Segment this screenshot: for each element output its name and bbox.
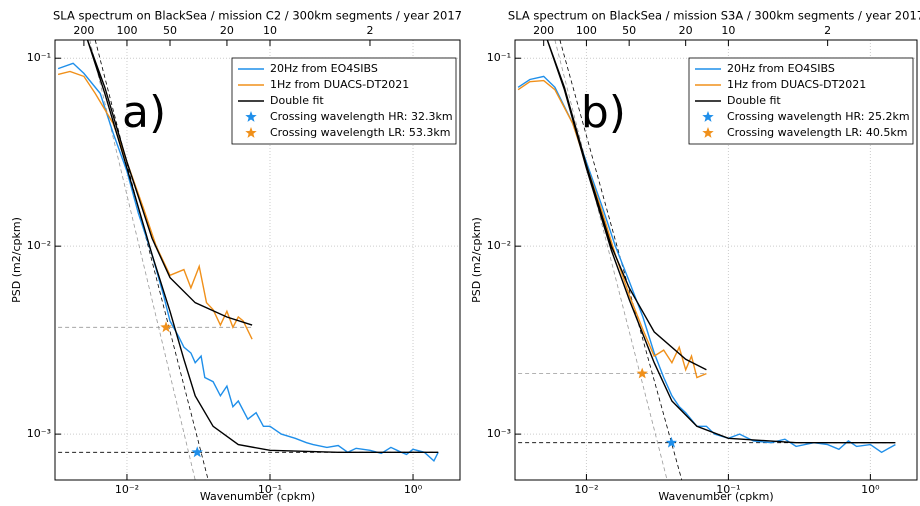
x-axis-label: Wavenumber (cpkm) bbox=[658, 490, 773, 503]
y-tick-label: 10⁻³ bbox=[487, 427, 511, 440]
legend: 20Hz from EO4SIBS 1Hz from DUACS-DT2021 Do… bbox=[688, 57, 914, 145]
x-tick-label: 10⁻² bbox=[574, 483, 598, 496]
crossing-star bbox=[636, 367, 648, 379]
legend-label: Double fit bbox=[727, 94, 781, 107]
panel: SLA spectrum on BlackSea / mission S3A /… bbox=[470, 9, 920, 504]
series-line bbox=[57, 70, 253, 340]
y-tick-label: 10⁻² bbox=[27, 239, 51, 252]
legend-label: Crossing wavelength LR: 53.3km bbox=[270, 126, 450, 139]
y-tick-label: 10⁻² bbox=[487, 239, 511, 252]
y-axis-label: PSD (m2/cpkm) bbox=[470, 217, 483, 303]
axes-frame bbox=[514, 39, 918, 481]
crossing-star bbox=[191, 446, 203, 458]
fit-component bbox=[559, 40, 683, 480]
y-axis-label: PSD (m2/cpkm) bbox=[10, 217, 23, 303]
top-tick-label: 200 bbox=[73, 24, 94, 37]
y-tick-label: 10⁻³ bbox=[27, 427, 51, 440]
series-line bbox=[86, 40, 439, 453]
top-tick-label: 100 bbox=[576, 24, 597, 37]
x-tick-label: 10⁰ bbox=[404, 483, 423, 496]
series-line bbox=[546, 40, 896, 444]
legend-label: Crossing wavelength HR: 25.2km bbox=[727, 110, 910, 123]
y-tick-label: 10⁻¹ bbox=[27, 51, 51, 64]
series-line bbox=[517, 79, 707, 379]
panel: SLA spectrum on BlackSea / mission C2 / … bbox=[10, 9, 462, 504]
legend-label: Crossing wavelength LR: 40.5km bbox=[727, 126, 907, 139]
x-axis-label: Wavenumber (cpkm) bbox=[200, 490, 315, 503]
legend-label: 1Hz from DUACS-DT2021 bbox=[727, 78, 866, 91]
top-tick-label: 10 bbox=[721, 24, 735, 37]
legend-box bbox=[688, 57, 914, 145]
fit-component bbox=[94, 40, 209, 480]
legend-swatch bbox=[702, 127, 714, 138]
legend-swatch bbox=[245, 127, 257, 138]
top-tick-label: 2 bbox=[824, 24, 831, 37]
legend-label: 1Hz from DUACS-DT2021 bbox=[270, 78, 409, 91]
axes-frame bbox=[54, 39, 461, 481]
chart-title: SLA spectrum on BlackSea / mission C2 / … bbox=[53, 9, 462, 23]
top-tick-label: 200 bbox=[533, 24, 554, 37]
top-tick-label: 2 bbox=[366, 24, 373, 37]
chart-title: SLA spectrum on BlackSea / mission S3A /… bbox=[508, 9, 920, 23]
crossing-star bbox=[665, 436, 678, 448]
legend-label: Crossing wavelength HR: 32.3km bbox=[270, 110, 453, 123]
crossing-star bbox=[160, 321, 172, 333]
legend-box bbox=[231, 57, 457, 145]
panel-label: a) bbox=[122, 87, 166, 138]
top-tick-label: 100 bbox=[116, 24, 137, 37]
legend-label: 20Hz from EO4SIBS bbox=[270, 62, 378, 75]
fit-component bbox=[554, 40, 668, 480]
legend-swatch bbox=[245, 111, 257, 122]
fit-component bbox=[89, 40, 196, 480]
panel-label: b) bbox=[581, 87, 626, 138]
top-tick-label: 20 bbox=[220, 24, 234, 37]
top-tick-label: 50 bbox=[163, 24, 177, 37]
top-tick-label: 50 bbox=[622, 24, 636, 37]
x-tick-label: 10⁰ bbox=[861, 483, 880, 496]
legend-label: Double fit bbox=[270, 94, 324, 107]
plot-area bbox=[57, 40, 439, 480]
x-tick-label: 10⁻² bbox=[115, 483, 139, 496]
legend-label: 20Hz from EO4SIBS bbox=[727, 62, 835, 75]
top-tick-label: 10 bbox=[263, 24, 277, 37]
legend-swatch bbox=[702, 111, 714, 122]
plot-area bbox=[517, 40, 896, 480]
y-tick-label: 10⁻¹ bbox=[487, 51, 511, 64]
legend: 20Hz from EO4SIBS 1Hz from DUACS-DT2021 Do… bbox=[231, 57, 457, 145]
series-line bbox=[517, 75, 896, 454]
top-tick-label: 20 bbox=[679, 24, 693, 37]
x-tick-label: 10⁻¹ bbox=[258, 483, 282, 496]
x-tick-label: 10⁻¹ bbox=[716, 483, 740, 496]
